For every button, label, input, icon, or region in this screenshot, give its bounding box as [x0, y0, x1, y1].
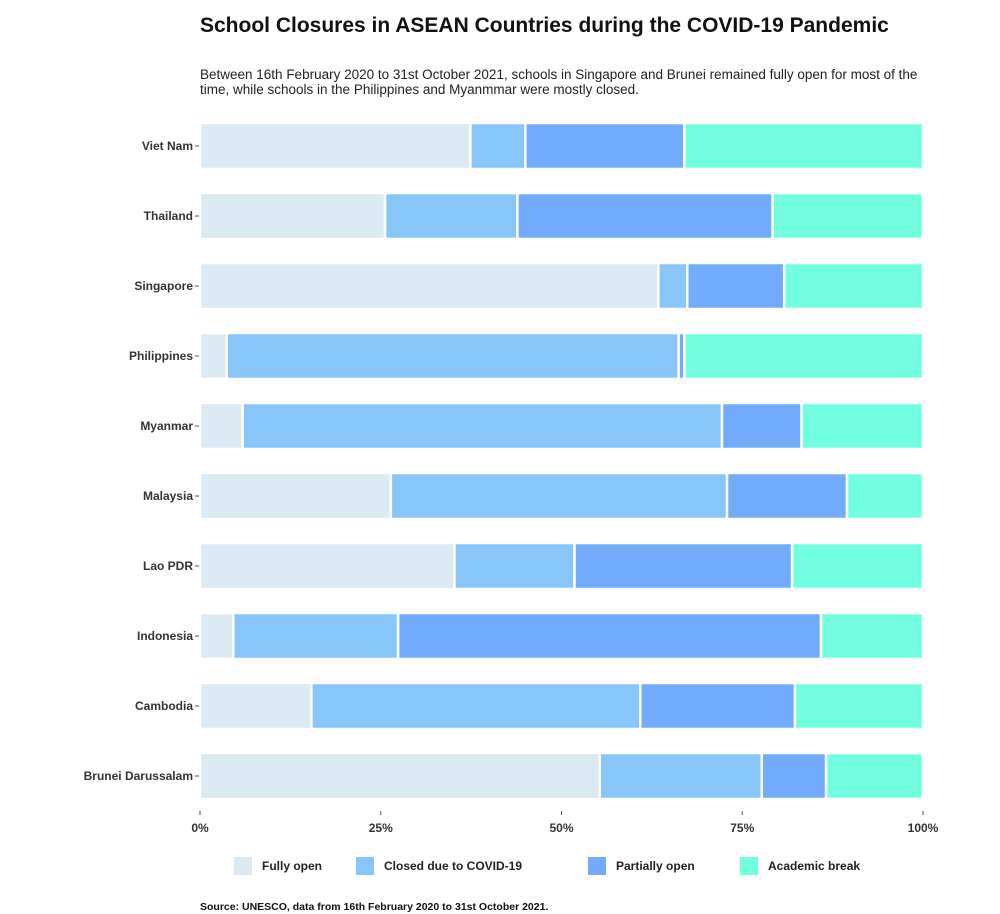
y-label-viet-nam: Viet Nam: [142, 139, 193, 153]
legend-swatch-closed: [356, 857, 374, 875]
legend-item-closed: Closed due to COVID-19: [356, 853, 522, 879]
y-axis-labels: Viet Nam Thailand Singapore Philippines Myan…: [84, 139, 199, 783]
bar-thailand-partially-open: [516, 191, 774, 241]
bar-viet-nam-closed-due-to-covid-19: [469, 121, 527, 171]
bar-malaysia-fully-open: [198, 471, 393, 521]
y-label-cambodia: Cambodia: [135, 699, 193, 713]
bar-indonesia-academic-break: [819, 611, 925, 661]
bar-lao-pdr-partially-open: [573, 541, 794, 591]
legend: Fully open Closed due to COVID-19 Partia…: [0, 853, 1000, 879]
legend-swatch-academic-break: [740, 857, 758, 875]
bar-myanmar-closed-due-to-covid-19: [241, 401, 724, 451]
legend-item-partially-open: Partially open: [588, 853, 695, 879]
bar-indonesia-partially-open: [396, 611, 823, 661]
stacked-bar-chart: Viet Nam Thailand Singapore Philippines Myan…: [84, 121, 939, 835]
bar-singapore-fully-open: [198, 261, 660, 311]
y-label-singapore: Singapore: [134, 279, 193, 293]
y-label-philippines: Philippines: [129, 349, 193, 363]
bar-philippines-academic-break: [683, 331, 925, 381]
source-note: Source: UNESCO, data from 16th February …: [200, 901, 549, 913]
bar-thailand-fully-open: [198, 191, 387, 241]
bar-indonesia-fully-open: [198, 611, 235, 661]
bar-viet-nam-partially-open: [524, 121, 686, 171]
bar-brunei-darussalam-fully-open: [198, 751, 602, 801]
x-tick-label-4: 100%: [908, 821, 939, 835]
legend-label-closed: Closed due to COVID-19: [384, 859, 523, 873]
legend-label-academic-break: Academic break: [768, 859, 861, 873]
bar-malaysia-partially-open: [725, 471, 849, 521]
chart-subtitle: Between 16th February 2020 to 31st Octob…: [200, 67, 918, 97]
y-label-indonesia: Indonesia: [137, 629, 193, 643]
bar-cambodia-partially-open: [639, 681, 797, 731]
legend-label-partially-open: Partially open: [616, 859, 695, 873]
legend-swatch-partially-open: [588, 857, 606, 875]
bar-singapore-partially-open: [686, 261, 786, 311]
y-label-lao-pdr: Lao PDR: [143, 559, 193, 573]
legend-item-fully-open: Fully open: [234, 853, 322, 879]
bar-indonesia-closed-due-to-covid-19: [232, 611, 400, 661]
x-axis-ticks: 0% 25% 50% 75% 100%: [191, 811, 939, 835]
bar-malaysia-closed-due-to-covid-19: [389, 471, 729, 521]
bar-brunei-darussalam-partially-open: [760, 751, 828, 801]
bar-singapore-closed-due-to-covid-19: [657, 261, 689, 311]
x-tick-label-2: 50%: [549, 821, 573, 835]
bar-myanmar-fully-open: [198, 401, 244, 451]
y-label-myanmar: Myanmar: [140, 419, 193, 433]
chart-title: School Closures in ASEAN Countries durin…: [200, 14, 889, 37]
y-label-thailand: Thailand: [144, 209, 193, 223]
y-label-brunei-darussalam: Brunei Darussalam: [84, 769, 193, 783]
y-label-malaysia: Malaysia: [143, 489, 193, 503]
x-tick-label-1: 25%: [369, 821, 393, 835]
bar-brunei-darussalam-academic-break: [824, 751, 925, 801]
bar-viet-nam-fully-open: [198, 121, 472, 171]
bar-cambodia-closed-due-to-covid-19: [310, 681, 642, 731]
bar-singapore-academic-break: [782, 261, 925, 311]
bar-lao-pdr-academic-break: [790, 541, 925, 591]
bar-philippines-closed-due-to-covid-19: [225, 331, 680, 381]
bar-cambodia-fully-open: [198, 681, 313, 731]
bar-viet-nam-academic-break: [683, 121, 925, 171]
bars-layer: [198, 121, 925, 801]
bar-cambodia-academic-break: [793, 681, 925, 731]
bar-lao-pdr-fully-open: [198, 541, 456, 591]
bar-thailand-academic-break: [771, 191, 925, 241]
legend-label-fully-open: Fully open: [262, 859, 322, 873]
x-tick-label-3: 75%: [730, 821, 754, 835]
bar-brunei-darussalam-closed-due-to-covid-19: [598, 751, 764, 801]
legend-item-academic-break: Academic break: [740, 853, 860, 879]
x-tick-label-0: 0%: [191, 821, 209, 835]
bar-philippines-fully-open: [198, 331, 229, 381]
bar-malaysia-academic-break: [845, 471, 925, 521]
legend-swatch-fully-open: [234, 857, 252, 875]
bar-lao-pdr-closed-due-to-covid-19: [453, 541, 576, 591]
bar-myanmar-partially-open: [720, 401, 803, 451]
bar-thailand-closed-due-to-covid-19: [383, 191, 519, 241]
bar-myanmar-academic-break: [800, 401, 925, 451]
